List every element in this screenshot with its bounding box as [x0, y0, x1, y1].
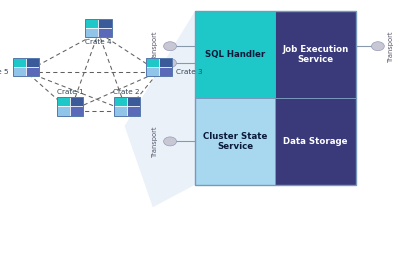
- Bar: [158, 58, 172, 67]
- Bar: [13, 58, 39, 76]
- Bar: [85, 28, 98, 37]
- Polygon shape: [124, 11, 355, 207]
- Bar: [85, 19, 111, 37]
- Bar: [126, 97, 140, 106]
- Text: Transport: Transport: [152, 31, 157, 62]
- Bar: [275, 98, 355, 185]
- Bar: [146, 67, 158, 76]
- Bar: [194, 98, 275, 185]
- Text: Crate 5: Crate 5: [0, 69, 9, 75]
- Bar: [98, 19, 111, 28]
- Circle shape: [163, 42, 176, 51]
- Text: Crate 3: Crate 3: [176, 69, 202, 75]
- Bar: [113, 106, 126, 115]
- Bar: [57, 97, 70, 106]
- Bar: [275, 11, 355, 98]
- Bar: [146, 58, 172, 76]
- Circle shape: [163, 137, 176, 146]
- Bar: [158, 67, 172, 76]
- Bar: [26, 67, 39, 76]
- Text: Transport: Transport: [152, 126, 157, 157]
- Bar: [70, 106, 83, 115]
- Text: Crate 2: Crate 2: [113, 89, 140, 95]
- Bar: [113, 97, 140, 115]
- Bar: [194, 11, 355, 185]
- Text: SQL Handler: SQL Handler: [205, 50, 265, 59]
- Bar: [70, 97, 83, 106]
- Text: Crate 1: Crate 1: [57, 89, 83, 95]
- Bar: [57, 106, 70, 115]
- Text: Cluster State
Service: Cluster State Service: [203, 132, 267, 151]
- Circle shape: [163, 59, 176, 67]
- Text: Transport: Transport: [387, 31, 393, 62]
- Bar: [194, 11, 275, 98]
- Bar: [26, 58, 39, 67]
- Text: Data Storage: Data Storage: [283, 137, 347, 146]
- Bar: [57, 97, 83, 115]
- Bar: [13, 67, 26, 76]
- Text: Job Execution
Service: Job Execution Service: [282, 45, 348, 64]
- Bar: [13, 58, 26, 67]
- Circle shape: [371, 42, 383, 51]
- Text: Crate 4: Crate 4: [85, 39, 111, 45]
- Bar: [85, 19, 98, 28]
- Bar: [146, 58, 158, 67]
- Bar: [113, 97, 126, 106]
- Text: HTTP: HTTP: [152, 55, 157, 71]
- Bar: [126, 106, 140, 115]
- Bar: [98, 28, 111, 37]
